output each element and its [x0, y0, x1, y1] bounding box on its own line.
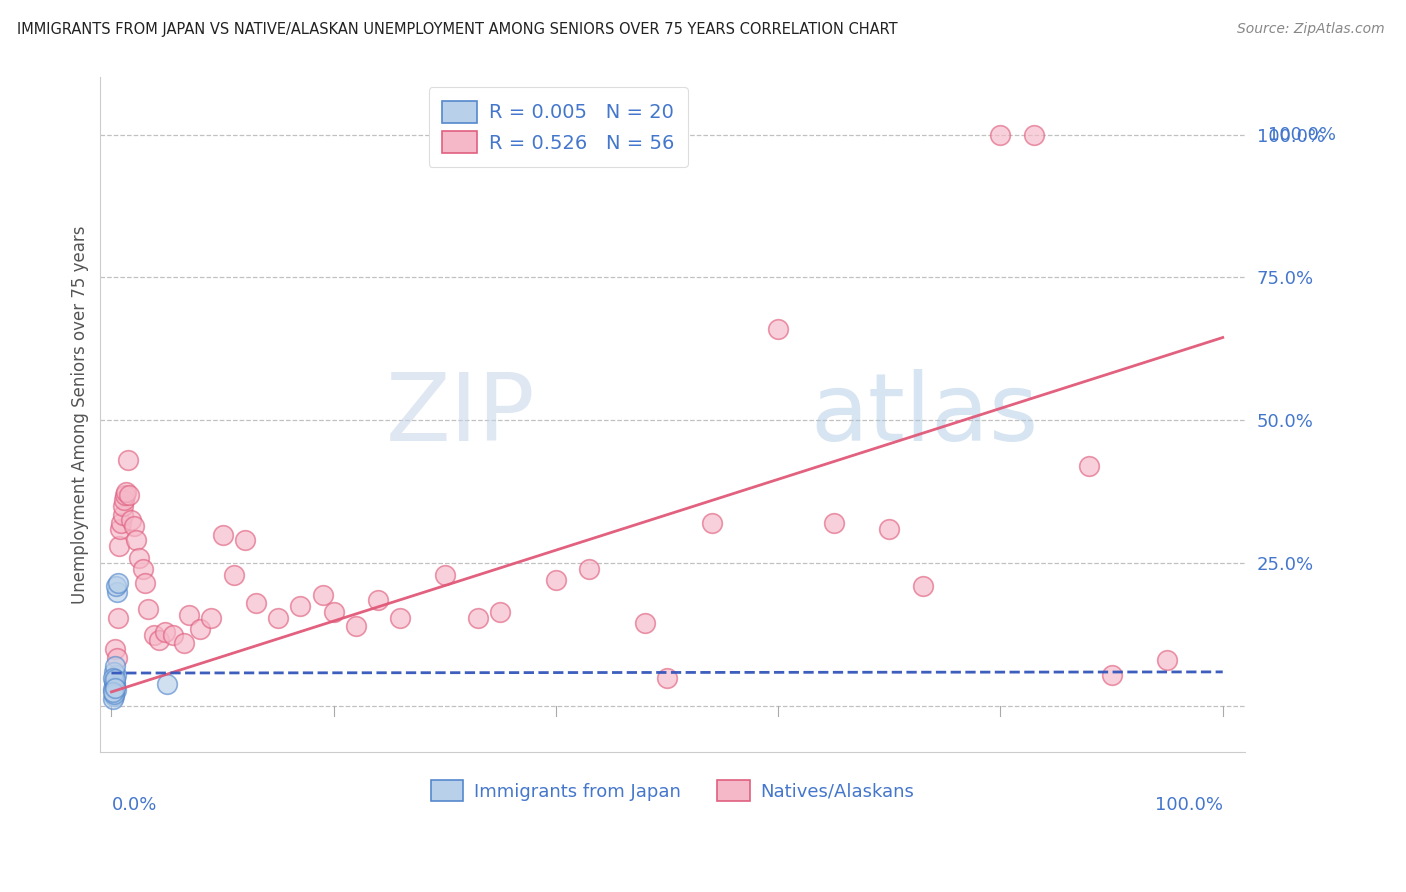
Point [162, 628, 184, 642]
Text: IMMIGRANTS FROM JAPAN VS NATIVE/ALASKAN UNEMPLOYMENT AMONG SENIORS OVER 75 YEARS: IMMIGRANTS FROM JAPAN VS NATIVE/ALASKAN … [17, 22, 897, 37]
Point [1101, 667, 1123, 681]
Point [104, 676, 127, 690]
Point [110, 522, 132, 536]
Point [245, 596, 267, 610]
Y-axis label: Unemployment Among Seniors over 75 years: Unemployment Among Seniors over 75 years [72, 226, 89, 604]
Point [125, 533, 148, 548]
Point [200, 610, 222, 624]
Point [104, 672, 127, 686]
Point [344, 619, 367, 633]
Point [823, 516, 845, 531]
Point [101, 671, 124, 685]
Point [114, 488, 136, 502]
Point [148, 633, 170, 648]
Point [544, 574, 567, 588]
Point [121, 513, 143, 527]
Point [104, 659, 127, 673]
Point [104, 579, 127, 593]
Point [104, 683, 127, 698]
Point [122, 519, 145, 533]
Point [222, 567, 245, 582]
Point [103, 665, 125, 679]
Point [367, 593, 389, 607]
Point [290, 599, 312, 614]
Point [389, 610, 412, 624]
Text: Source: ZipAtlas.com: Source: ZipAtlas.com [1237, 22, 1385, 37]
Point [153, 624, 176, 639]
Point [101, 692, 124, 706]
Point [179, 607, 201, 622]
Point [267, 610, 290, 624]
Point [118, 488, 141, 502]
Point [1078, 459, 1101, 474]
Legend: Immigrants from Japan, Natives/Alaskans: Immigrants from Japan, Natives/Alaskans [422, 772, 924, 810]
Point [104, 679, 127, 693]
Point [911, 579, 934, 593]
Text: atlas: atlas [810, 368, 1038, 460]
Point [700, 516, 723, 531]
Point [134, 576, 156, 591]
Point [467, 610, 489, 624]
Point [103, 687, 125, 701]
Point [111, 508, 134, 522]
Point [101, 681, 124, 696]
Point [103, 673, 125, 688]
Point [101, 685, 124, 699]
Point [128, 550, 150, 565]
Point [233, 533, 256, 548]
Point [107, 610, 129, 624]
Point [111, 499, 134, 513]
Point [115, 484, 138, 499]
Point [105, 585, 128, 599]
Point [190, 622, 212, 636]
Point [142, 628, 165, 642]
Point [103, 689, 125, 703]
Point [156, 677, 179, 691]
Point [136, 602, 159, 616]
Point [110, 516, 132, 531]
Point [211, 527, 233, 541]
Point [1022, 128, 1045, 142]
Text: 100.0%: 100.0% [1154, 796, 1223, 814]
Point [108, 539, 131, 553]
Point [655, 671, 678, 685]
Point [103, 675, 125, 690]
Point [322, 605, 344, 619]
Point [112, 493, 135, 508]
Point [105, 650, 128, 665]
Point [578, 562, 600, 576]
Point [104, 667, 127, 681]
Point [107, 576, 129, 591]
Point [311, 588, 333, 602]
Point [489, 605, 512, 619]
Point [1156, 653, 1178, 667]
Text: 0.0%: 0.0% [111, 796, 157, 814]
Point [433, 567, 456, 582]
Point [131, 562, 153, 576]
Point [173, 636, 195, 650]
Point [990, 128, 1012, 142]
Point [879, 522, 901, 536]
Point [104, 642, 127, 657]
Point [768, 322, 790, 336]
Text: 100.0%: 100.0% [1268, 126, 1336, 144]
Point [117, 453, 139, 467]
Point [634, 616, 657, 631]
Point [104, 681, 127, 695]
Text: ZIP: ZIP [385, 368, 536, 460]
